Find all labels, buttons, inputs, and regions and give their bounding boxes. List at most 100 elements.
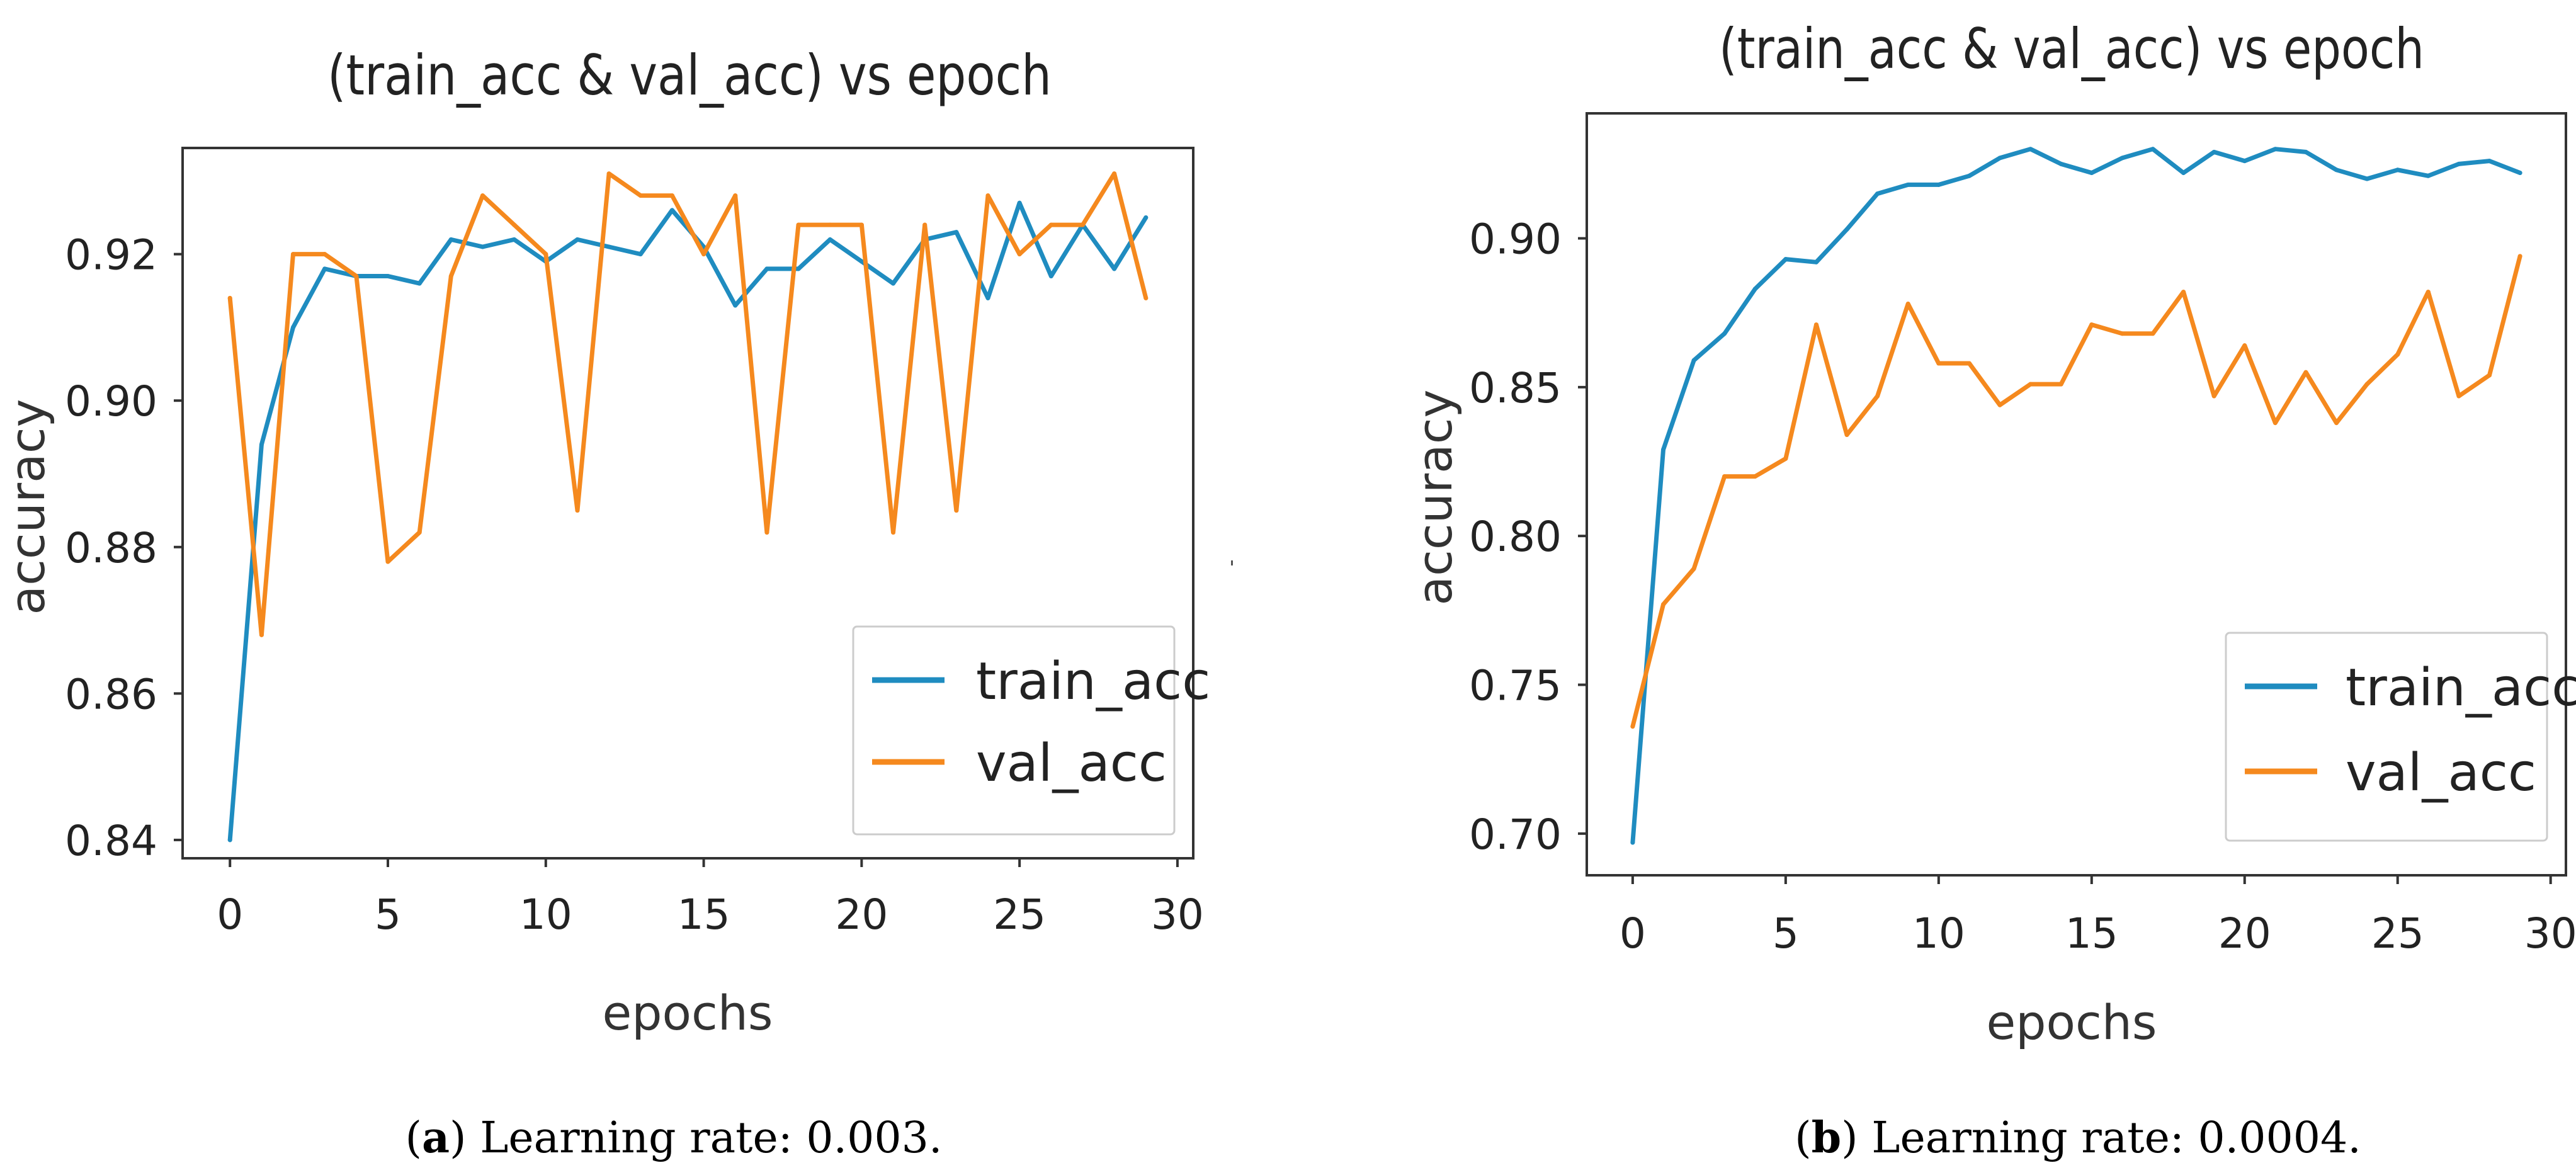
chart-b-y-tick-label: 0.85 bbox=[1469, 364, 1562, 412]
chart-a-point-train-acc bbox=[764, 266, 769, 271]
chart-b-point-train-acc bbox=[2119, 156, 2125, 161]
chart-a-point-train-acc bbox=[1143, 215, 1149, 220]
chart-b-point-val-acc bbox=[2303, 370, 2308, 375]
chart-a-legend-val-label: val_acc bbox=[976, 734, 1167, 793]
chart-b-x-tick-label: 20 bbox=[2218, 909, 2271, 958]
chart-b-point-train-acc bbox=[1660, 447, 1665, 452]
chart-b-y-axis-label: accuracy bbox=[1407, 390, 1463, 606]
chart-b-point-val-acc bbox=[1691, 566, 1696, 571]
chart-b-point-val-acc bbox=[2242, 343, 2247, 348]
chart-a-point-train-acc bbox=[606, 244, 611, 249]
chart-b-point-train-acc bbox=[2395, 167, 2400, 173]
chart-b-point-val-acc bbox=[2058, 382, 2063, 387]
chart-a-point-train-acc bbox=[638, 252, 643, 257]
chart-b-point-train-acc bbox=[2058, 161, 2063, 166]
chart-b-point-train-acc bbox=[1966, 173, 1972, 178]
chart-b-point-train-acc bbox=[2334, 167, 2339, 173]
chart-a-point-val-acc bbox=[638, 193, 643, 198]
chart-a-point-train-acc bbox=[480, 244, 485, 249]
chart-b-y-tick-label: 0.75 bbox=[1469, 662, 1562, 710]
chart-b-point-train-acc bbox=[2517, 171, 2522, 176]
chart-a-point-val-acc bbox=[1080, 222, 1085, 227]
chart-b-point-train-acc bbox=[1752, 287, 1757, 292]
chart-a-point-train-acc bbox=[827, 237, 832, 242]
chart-b-point-val-acc bbox=[1783, 456, 1788, 461]
chart-a-x-tick-label: 25 bbox=[993, 890, 1046, 939]
chart-a-point-train-acc bbox=[1112, 266, 1117, 271]
chart-b-point-train-acc bbox=[2487, 159, 2492, 164]
chart-a-point-train-acc bbox=[291, 325, 296, 330]
chart-b-series bbox=[1630, 147, 2522, 845]
chart-a-point-val-acc bbox=[1112, 171, 1117, 176]
chart-b-point-val-acc bbox=[1630, 724, 1635, 729]
chart-a-title: (train_acc & val_acc) vs epoch bbox=[327, 43, 1052, 108]
chart-a-point-train-acc bbox=[227, 837, 232, 843]
chart-b: (train_acc & val_acc) vs epoch 0.700.750… bbox=[1407, 16, 2576, 1163]
chart-b-point-train-acc bbox=[1722, 331, 1727, 336]
chart-b-y-tick-label: 0.80 bbox=[1469, 513, 1562, 561]
chart-b-caption-text: Learning rate: 0.0004. bbox=[1858, 1113, 2361, 1163]
chart-a-point-val-acc bbox=[259, 632, 264, 637]
chart-b-point-train-acc bbox=[1997, 156, 2002, 161]
chart-b-point-val-acc bbox=[2028, 382, 2033, 387]
chart-a-x-ticks: 0 5 10 15 20 25 30 bbox=[217, 858, 1204, 939]
chart-b-point-train-acc bbox=[1936, 182, 1941, 187]
chart-a-x-tick-label: 15 bbox=[678, 890, 730, 939]
chart-a-point-val-acc bbox=[985, 193, 990, 198]
chart-a-point-val-acc bbox=[701, 252, 706, 257]
chart-a-point-val-acc bbox=[954, 508, 959, 513]
chart-a-caption-letter: a bbox=[422, 1113, 450, 1163]
chart-b-point-train-acc bbox=[1905, 182, 1910, 187]
chart-a-y-ticks: 0.84 0.86 0.88 0.90 0.92 bbox=[65, 231, 183, 865]
chart-a-point-train-acc bbox=[985, 295, 990, 300]
chart-a-point-train-acc bbox=[417, 281, 422, 286]
chart-a-point-val-acc bbox=[448, 274, 453, 279]
chart-b-point-train-acc bbox=[2242, 159, 2247, 164]
chart-b-point-val-acc bbox=[1936, 361, 1941, 366]
chart-a-point-train-acc bbox=[1017, 200, 1022, 205]
chart-b-x-tick-label: 10 bbox=[1912, 909, 1965, 958]
chart-a-series bbox=[227, 171, 1149, 843]
chart-a-point-val-acc bbox=[891, 530, 896, 535]
chart-a-point-val-acc bbox=[606, 171, 611, 176]
chart-b-point-val-acc bbox=[2487, 373, 2492, 378]
chart-a-series-line-val-acc bbox=[227, 171, 1149, 637]
chart-a-y-tick-label: 0.88 bbox=[65, 524, 157, 572]
chart-a-legend-train-label: train_acc bbox=[976, 652, 1210, 712]
chart-a-point-train-acc bbox=[859, 259, 864, 264]
chart-b-point-train-acc bbox=[1691, 358, 1696, 363]
chart-a-point-train-acc bbox=[1048, 274, 1053, 279]
chart-b-x-tick-label: 25 bbox=[2371, 909, 2424, 958]
chart-b-x-tick-label: 30 bbox=[2524, 909, 2576, 958]
chart-b-point-val-acc bbox=[2119, 331, 2125, 336]
chart-a-y-tick-label: 0.84 bbox=[65, 817, 157, 865]
chart-a-y-tick-label: 0.92 bbox=[65, 231, 157, 280]
chart-a-point-val-acc bbox=[827, 222, 832, 227]
chart-b-point-train-acc bbox=[2272, 147, 2278, 152]
chart-a-point-val-acc bbox=[575, 508, 580, 513]
chart-a-point-val-acc bbox=[669, 193, 674, 198]
chart-b-point-val-acc bbox=[2395, 352, 2400, 357]
chart-b-point-val-acc bbox=[2334, 421, 2339, 426]
chart-a-point-train-acc bbox=[512, 237, 517, 242]
chart-b-point-train-acc bbox=[1630, 840, 1635, 845]
chart-a-point-val-acc bbox=[543, 252, 548, 257]
chart-a-point-val-acc bbox=[1048, 222, 1053, 227]
stray-mark bbox=[1231, 560, 1233, 565]
chart-a-point-val-acc bbox=[1143, 295, 1149, 300]
chart-b-y-tick-label: 0.70 bbox=[1469, 810, 1562, 859]
chart-a-point-train-acc bbox=[322, 266, 327, 271]
chart-b-series-line-train-acc bbox=[1630, 147, 2522, 845]
chart-a-point-train-acc bbox=[259, 442, 264, 447]
chart-b-legend-val-label: val_acc bbox=[2346, 743, 2536, 803]
chart-b-point-val-acc bbox=[1752, 474, 1757, 479]
chart-b-point-val-acc bbox=[1813, 322, 1819, 327]
chart-a-legend: train_acc val_acc bbox=[852, 625, 1210, 836]
chart-b-point-train-acc bbox=[2364, 176, 2369, 181]
chart-b-point-val-acc bbox=[2211, 394, 2216, 399]
chart-a-point-val-acc bbox=[354, 274, 359, 279]
chart-b-point-val-acc bbox=[1966, 361, 1972, 366]
chart-b-point-val-acc bbox=[2517, 254, 2522, 259]
chart-b-point-train-acc bbox=[1844, 227, 1849, 232]
